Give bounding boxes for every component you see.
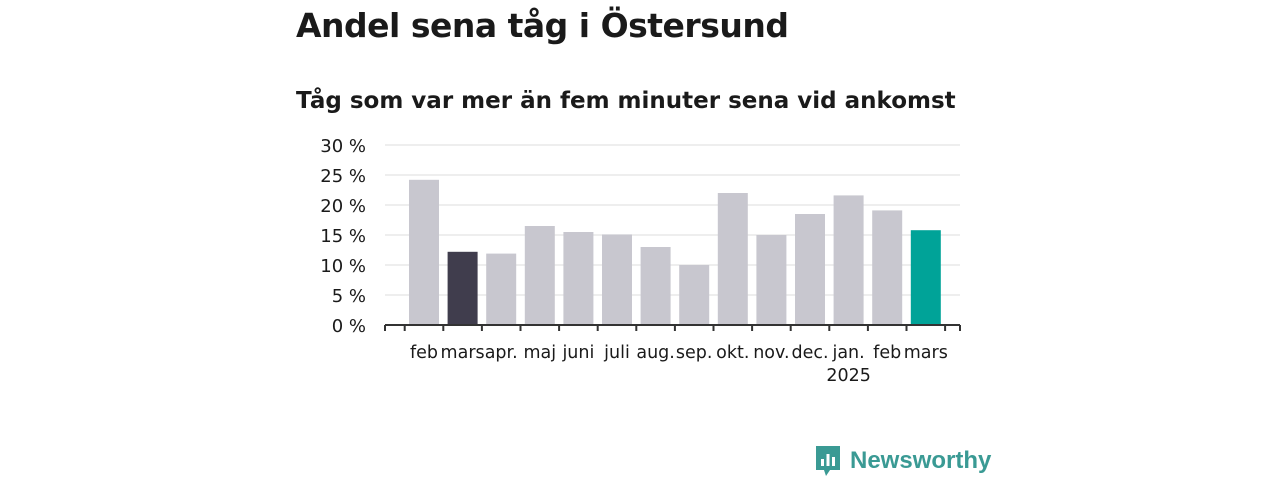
x-tick-label: feb (873, 343, 901, 363)
chart-title: Andel sena tåg i Östersund (296, 6, 789, 45)
x-tick-label: maj (523, 343, 556, 363)
brand-name: Newsworthy (850, 447, 992, 474)
x-axis: feb mars apr. maj juni juli aug. sep. okt. nov. de… (384, 324, 961, 386)
bar (717, 193, 748, 325)
bar (602, 234, 632, 325)
x-tick-label: mars (441, 343, 485, 363)
bar (640, 247, 671, 325)
x-tick-label: sep. (676, 343, 713, 363)
bar (795, 214, 825, 325)
x-tick-label: apr. (485, 343, 518, 363)
x-year-label: 2025 (826, 366, 871, 386)
y-tick-label: 25 % (320, 166, 366, 187)
bar (872, 210, 903, 325)
x-tick-label: aug. (636, 343, 675, 363)
bar (679, 265, 710, 325)
brand-logo: Newsworthy (814, 444, 991, 478)
bar-chart: 0 %5 %10 %15 %20 %25 %30 % feb mars apr. ma… (320, 136, 961, 386)
newsworthy-logo-icon (816, 446, 840, 476)
x-tick-label: juli (603, 343, 630, 363)
y-tick-label: 20 % (320, 196, 366, 217)
bar (910, 230, 941, 325)
x-tick-label: mars (904, 343, 948, 363)
y-tick-label: 30 % (320, 136, 366, 157)
bar (486, 253, 517, 325)
chart-subtitle: Tåg som var mer än fem minuter sena vid … (296, 88, 956, 114)
x-tick-label: dec. (791, 343, 828, 363)
y-tick-label: 15 % (320, 226, 366, 247)
x-tick-label: okt. (716, 343, 749, 363)
bar (447, 251, 478, 325)
bar (524, 226, 555, 325)
bars (409, 179, 941, 325)
y-tick-label: 5 % (332, 286, 366, 307)
x-tick-label: jan. (831, 343, 864, 363)
bar (409, 179, 439, 325)
bar (833, 195, 864, 325)
bar (563, 232, 594, 325)
y-tick-label: 10 % (320, 256, 366, 277)
y-axis: 0 % 5 % 10 % 15 % 20 % 25 % 30 % (320, 136, 366, 337)
bar (756, 235, 787, 325)
gridlines (385, 144, 960, 296)
x-tick-label: feb (410, 343, 438, 363)
x-tick-label: nov. (753, 343, 789, 363)
y-tick-label: 0 % (332, 316, 366, 337)
x-tick-label: juni (561, 343, 594, 363)
